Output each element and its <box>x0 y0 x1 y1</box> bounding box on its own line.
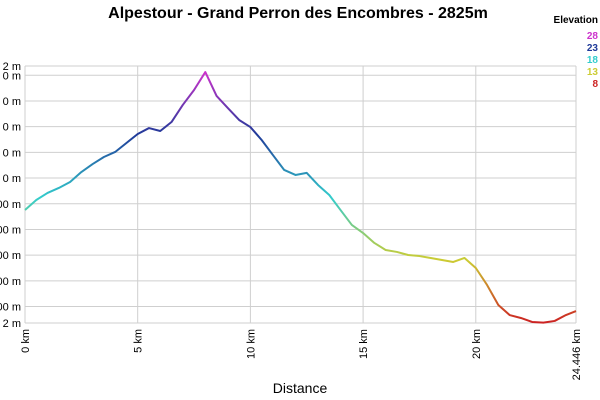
x-tick-label: 20 km <box>471 329 483 359</box>
legend-title: Elevation <box>554 15 598 26</box>
y-tick-label: 2 m <box>3 61 21 73</box>
legend-label: 28 <box>587 31 599 42</box>
x-tick-label: 0 km <box>20 329 32 353</box>
y-tick-label: 00 m <box>0 224 21 236</box>
y-tick-label: 00 m <box>0 276 21 288</box>
y-tick-label: 00 m <box>0 199 21 211</box>
x-tick-label: 24.446 km <box>571 329 583 380</box>
y-tick-label: 0 m <box>3 147 21 159</box>
x-tick-label: 5 km <box>133 329 145 353</box>
y-tick-label: 00 m <box>0 250 21 262</box>
legend-label: 8 <box>592 79 598 90</box>
y-tick-label: 0 m <box>3 173 21 185</box>
x-tick-label: 10 km <box>245 329 257 359</box>
y-tick-label: 0 m <box>3 96 21 108</box>
chart-title: Alpestour - Grand Perron des Encombres -… <box>108 5 488 22</box>
legend-label: 23 <box>587 43 599 54</box>
x-axis-title: Distance <box>273 380 328 396</box>
y-tick-label: 2 m <box>3 318 21 330</box>
elevation-line <box>24 71 577 324</box>
legend-label: 13 <box>587 67 599 78</box>
x-tick-label: 15 km <box>358 329 370 359</box>
y-tick-label: 00 m <box>0 302 21 314</box>
y-tick-label: 0 m <box>3 70 21 82</box>
y-tick-label: 0 m <box>3 122 21 134</box>
legend-label: 18 <box>587 55 599 66</box>
